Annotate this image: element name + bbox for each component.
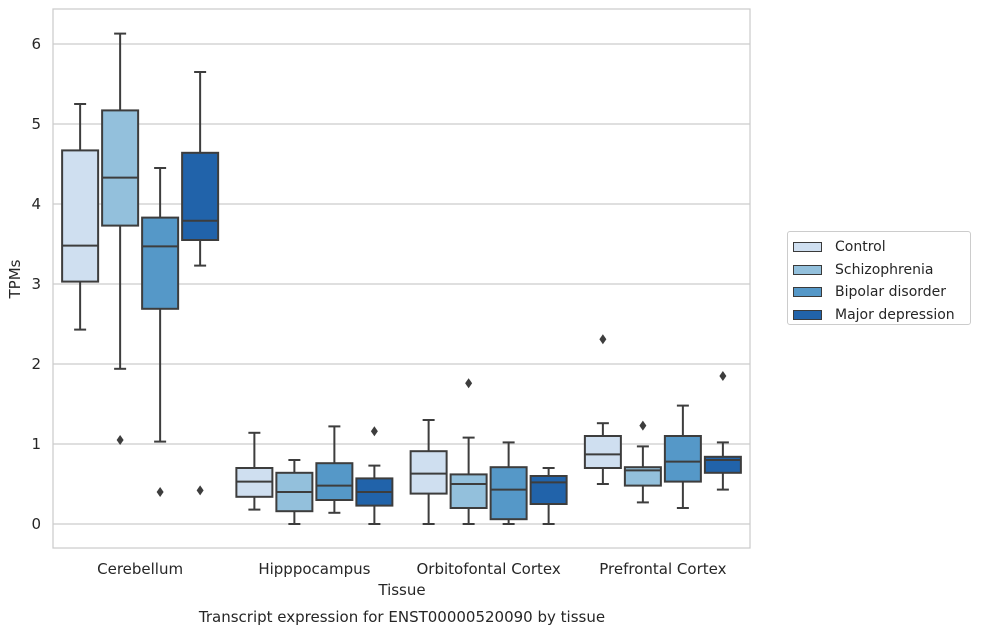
legend-swatch-bipolar-disorder: [793, 287, 822, 298]
chart-title: Transcript expression for ENST0000052009…: [198, 608, 605, 626]
box-group: [101, 32, 140, 445]
outlier-point: [599, 334, 607, 345]
x-axis-label: Tissue: [377, 581, 425, 599]
y-tick-label: 1: [31, 435, 41, 453]
legend-swatch-control: [793, 242, 822, 253]
box-group: [583, 334, 622, 485]
outlier-point: [196, 485, 204, 496]
box: [61, 149, 100, 283]
legend-swatch-schizophrenia: [793, 264, 822, 275]
box-group: [529, 467, 568, 525]
box: [623, 466, 662, 487]
y-tick-label: 5: [31, 115, 41, 133]
outlier-point: [719, 371, 727, 381]
legend-item-bipolar-disorder: Bipolar disorder: [793, 281, 970, 304]
legend-item-schizophrenia: Schizophrenia: [793, 259, 970, 282]
x-tick-label: Orbitofontal Cortex: [417, 560, 561, 578]
box-group: [409, 419, 448, 525]
box-group: [141, 167, 180, 497]
outlier-point: [156, 487, 164, 497]
box-group: [181, 71, 220, 496]
y-axis-label: TPMs: [6, 259, 24, 299]
box: [315, 462, 354, 502]
box-group: [235, 431, 274, 511]
box-group: [449, 378, 488, 525]
legend-swatch-major-depression: [793, 309, 822, 320]
box: [101, 109, 140, 227]
outlier-point: [116, 435, 124, 445]
legend: Control Schizophrenia Bipolar disorder M…: [787, 231, 971, 325]
legend-label-major-depression: Major depression: [835, 306, 955, 323]
outlier-point: [639, 420, 647, 431]
box-group: [275, 459, 314, 525]
box-group: [315, 425, 354, 514]
plot-frame: [52, 8, 751, 549]
legend-label-control: Control: [835, 239, 886, 256]
box: [529, 475, 568, 505]
x-tick-label: Prefrontal Cortex: [599, 560, 726, 578]
box-group: [489, 441, 528, 525]
box: [449, 473, 488, 509]
legend-item-control: Control: [793, 236, 970, 259]
x-tick-labels: Cerebellum Hipppocampus Orbitofontal Corte…: [97, 560, 726, 578]
y-tick-label: 0: [31, 515, 41, 533]
box: [583, 435, 622, 469]
box: [663, 435, 702, 483]
box-group: [703, 371, 742, 491]
box: [181, 151, 220, 241]
outlier-point: [465, 378, 473, 389]
y-tick-label: 2: [31, 355, 41, 373]
x-tick-label: Hipppocampus: [258, 560, 370, 578]
y-tick-labels: 0 1 2 3 4 5 6: [31, 35, 41, 533]
box: [141, 216, 180, 310]
y-tick-label: 3: [31, 275, 41, 293]
outlier-point: [370, 426, 378, 437]
boxes: [61, 32, 742, 525]
legend-label-bipolar-disorder: Bipolar disorder: [835, 284, 947, 301]
box: [489, 466, 528, 521]
box-group: [623, 420, 662, 504]
y-tick-label: 6: [31, 35, 41, 53]
box-group: [61, 103, 100, 331]
box: [409, 450, 448, 495]
x-tick-label: Cerebellum: [97, 560, 183, 578]
legend-label-schizophrenia: Schizophrenia: [835, 261, 934, 278]
y-tick-label: 4: [31, 195, 41, 213]
box-group: [355, 426, 394, 525]
legend-item-major-depression: Major depression: [793, 304, 970, 327]
box-group: [663, 404, 702, 509]
